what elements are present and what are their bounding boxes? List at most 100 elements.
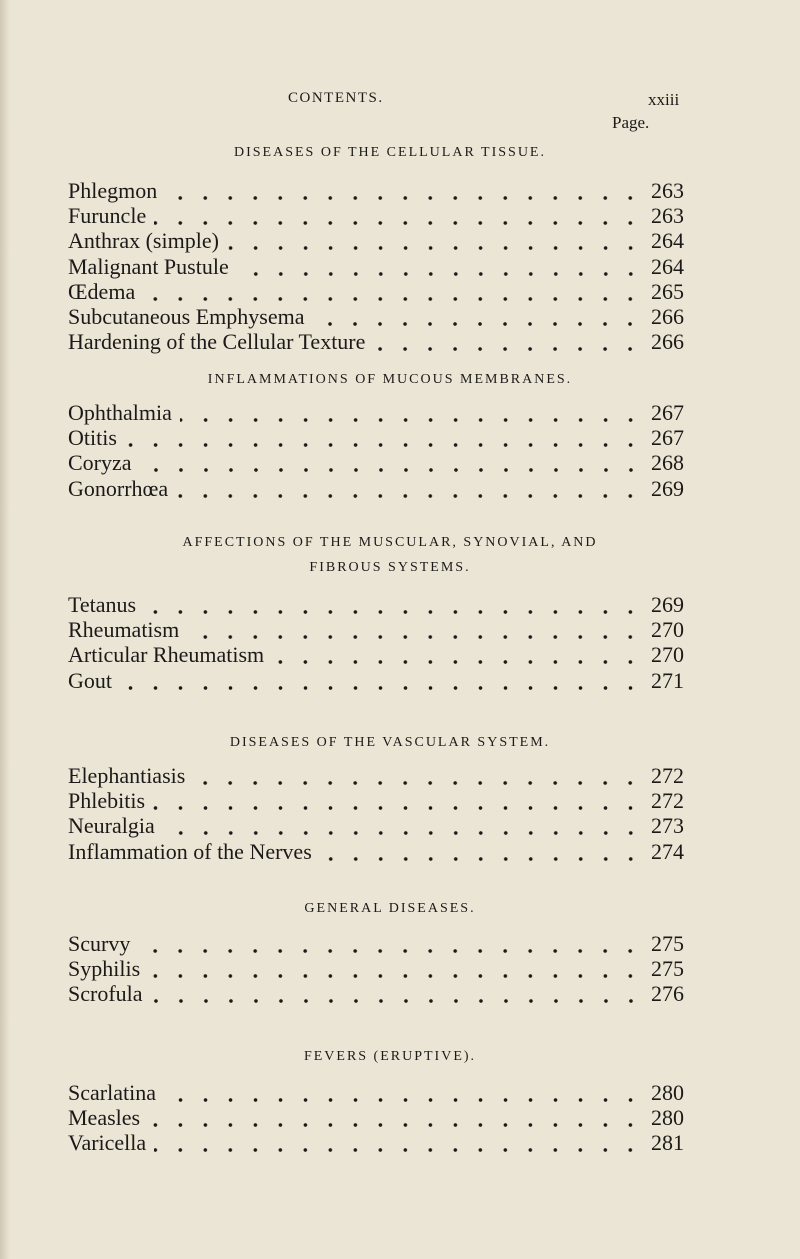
entry-title: Inflammation of the Nerves [68,838,312,864]
toc-entry: Inflammation of the Nerves 274 [68,838,684,865]
entry-title: Rheumatism [68,617,180,643]
entry-title: Gonorrhœa [68,475,169,501]
entry-page: 276 [651,981,684,1007]
entry-page: 272 [651,788,684,814]
section-heading: DISEASES OF THE VASCULAR SYSTEM. [229,735,551,750]
dot-leader [373,329,643,356]
dot-leader [176,475,643,502]
page-edge [0,0,10,1259]
entry-title: Scarlatina [68,1080,156,1105]
entry-page: 274 [651,838,684,864]
dot-leader [163,1080,643,1106]
entry-title: Anthrax (simple) [68,228,219,254]
toc-entry: Hardening of the Cellular Texture 266 [68,329,684,356]
toc-entry: Otitis 267 [68,425,684,452]
entry-page: 266 [651,329,684,355]
entry-title: Varicella [68,1130,147,1156]
dot-leader [144,592,643,618]
toc-entry: Malignant Pustule 264 [68,253,684,280]
toc-entry: Scurvy 275 [68,931,684,957]
entry-page: 273 [651,813,684,839]
entry-title: Subcutaneous Emphysema [68,304,305,329]
toc-entry: Measles 280 [68,1105,684,1132]
entry-page: 280 [651,1105,684,1131]
running-title: CONTENTS. [288,90,384,106]
section-heading: GENERAL DISEASES. [304,901,476,916]
dot-leader [236,253,643,280]
page-number: xxiii [648,90,680,109]
toc-entry: Gout 271 [68,667,684,694]
entry-title: Phlebitis [68,788,146,814]
toc-entry: Coryza 268 [68,450,684,477]
dot-leader [148,956,643,983]
toc-entry: Scrofula 276 [68,981,684,1008]
entry-page: 275 [651,931,684,956]
dot-leader [143,278,643,305]
dot-leader [319,838,643,865]
toc-entry: Gonorrhœa 269 [68,475,684,502]
dot-leader [153,788,643,815]
entry-title: Coryza [68,450,132,476]
dot-leader [150,981,643,1008]
entry-title: Malignant Pustule [68,253,229,279]
entry-page: 266 [651,304,684,329]
section-heading: FEVERS (ERUPTIVE). [303,1049,477,1064]
entry-page: 272 [651,763,684,788]
toc-entry: Neuralgia 273 [68,813,684,840]
toc-entry: Furuncle 263 [68,203,684,230]
entry-title: Measles [68,1105,141,1131]
entry-title: Syphilis [68,956,141,982]
toc-entry: Tetanus 269 [68,592,684,618]
entry-page: 264 [651,253,684,279]
entry-page: 267 [651,400,684,425]
entry-page: 268 [651,450,684,476]
section-heading: AFFECTIONS OF THE MUSCULAR, SYNOVIAL, AN… [182,535,598,550]
toc-entry: Ophthalmia 267 [68,400,684,426]
entry-page: 270 [651,617,684,643]
entry-title: Articular Rheumatism [68,642,265,668]
dot-leader [187,617,643,644]
dot-leader [154,203,643,230]
entry-page: 271 [651,667,684,693]
toc-entry: Anthrax (simple) 264 [68,228,684,255]
toc-entry: Scarlatina 280 [68,1080,684,1106]
dot-leader [165,178,643,204]
entry-title: Gout [68,667,112,693]
entry-page: 269 [651,475,684,501]
entry-page: 280 [651,1080,684,1105]
entry-title: Tetanus [68,592,137,617]
entry-title: Ophthalmia [68,400,172,425]
toc-entry: Phlegmon 263 [68,178,684,204]
toc-entry: Articular Rheumatism 270 [68,642,684,669]
entry-page: 263 [651,178,684,203]
dot-leader [120,667,643,694]
dot-leader [193,763,643,789]
entry-page: 265 [651,278,684,304]
entry-title: Phlegmon [68,178,158,203]
section-heading: FIBROUS SYSTEMS. [309,560,471,575]
toc-entry: Elephantiasis 272 [68,763,684,789]
entry-page: 264 [651,228,684,254]
toc-entry: Phlebitis 272 [68,788,684,815]
dot-leader [124,425,643,452]
dot-leader [138,931,643,957]
entry-title: Œdema [68,278,136,304]
section-heading: DISEASES OF THE CELLULAR TISSUE. [233,145,546,160]
dot-leader [272,642,643,669]
entry-page: 275 [651,956,684,982]
entry-page: 263 [651,203,684,229]
dot-leader [226,228,643,255]
toc-entry: Syphilis 275 [68,956,684,983]
column-label: Page. [612,113,650,132]
entry-page: 281 [651,1130,684,1156]
dot-leader [139,450,643,477]
toc-entry: Rheumatism 270 [68,617,684,644]
entry-title: Scurvy [68,931,131,956]
entry-title: Hardening of the Cellular Texture [68,329,366,355]
dot-leader [312,304,643,330]
dot-leader [148,1105,643,1132]
dot-leader [179,400,643,426]
entry-title: Neuralgia [68,813,155,839]
dot-leader [154,1130,643,1157]
